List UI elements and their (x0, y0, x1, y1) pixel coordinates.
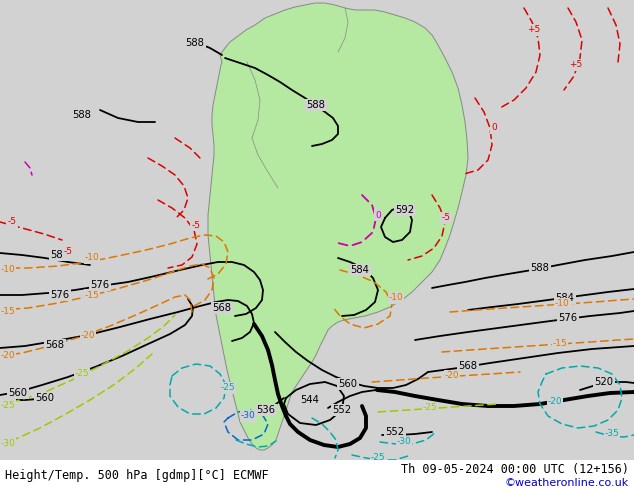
Text: 588: 588 (531, 263, 550, 273)
Text: -25: -25 (1, 400, 15, 410)
Text: 552: 552 (385, 427, 404, 437)
Text: 576: 576 (51, 290, 70, 300)
Text: 0: 0 (375, 211, 381, 220)
Text: 576: 576 (559, 313, 578, 323)
Text: 588: 588 (186, 38, 204, 48)
Text: +5: +5 (527, 25, 541, 34)
Text: -5: -5 (63, 247, 72, 256)
Text: 544: 544 (301, 395, 320, 405)
Text: -10: -10 (1, 266, 15, 274)
Text: -25: -25 (423, 403, 437, 413)
Polygon shape (208, 3, 468, 450)
Text: 592: 592 (396, 205, 415, 215)
Text: 560: 560 (36, 393, 55, 403)
Text: -5: -5 (441, 214, 451, 222)
Text: 536: 536 (257, 405, 276, 415)
Text: 552: 552 (332, 405, 352, 415)
Text: -30: -30 (397, 438, 411, 446)
Text: -15: -15 (553, 340, 567, 348)
Text: 568: 568 (458, 361, 477, 371)
Text: Height/Temp. 500 hPa [gdmp][°C] ECMWF: Height/Temp. 500 hPa [gdmp][°C] ECMWF (5, 468, 269, 482)
Text: 0: 0 (491, 123, 497, 132)
Text: -25: -25 (75, 369, 89, 378)
Text: 584: 584 (555, 293, 574, 303)
Text: 584: 584 (51, 250, 70, 260)
Text: 588: 588 (307, 100, 325, 110)
Text: -30: -30 (241, 412, 256, 420)
Text: 584: 584 (351, 265, 370, 275)
Text: -30: -30 (1, 439, 15, 447)
Text: -15: -15 (1, 308, 15, 317)
Text: +5: +5 (569, 60, 583, 70)
Text: -20: -20 (444, 371, 459, 381)
Text: 560: 560 (339, 379, 358, 389)
Text: -25: -25 (221, 384, 235, 392)
Text: -25: -25 (371, 454, 385, 463)
Text: -10: -10 (389, 294, 403, 302)
Text: -10: -10 (555, 299, 569, 309)
Text: -20: -20 (1, 351, 15, 361)
Text: -20: -20 (81, 332, 95, 341)
Text: Th 09-05-2024 00:00 UTC (12+156): Th 09-05-2024 00:00 UTC (12+156) (401, 464, 629, 476)
Text: 588: 588 (72, 110, 91, 120)
Text: -20: -20 (548, 397, 562, 407)
Text: 568: 568 (46, 340, 65, 350)
Text: 520: 520 (595, 377, 614, 387)
Text: -5: -5 (8, 218, 16, 226)
Text: -35: -35 (605, 428, 619, 438)
Text: 568: 568 (212, 303, 231, 313)
Text: 576: 576 (91, 280, 110, 290)
Text: ©weatheronline.co.uk: ©weatheronline.co.uk (505, 478, 629, 488)
Bar (0, 460, 634, 490)
Text: -5: -5 (191, 220, 200, 229)
Text: -15: -15 (84, 291, 100, 299)
Text: 560: 560 (8, 388, 27, 398)
Text: -10: -10 (84, 253, 100, 263)
